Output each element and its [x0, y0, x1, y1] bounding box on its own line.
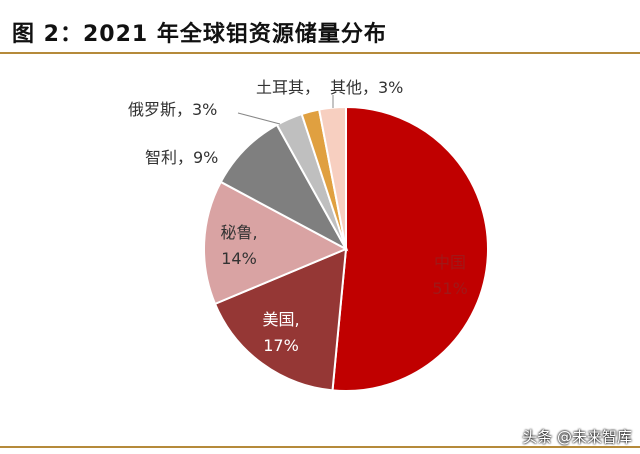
slice-name-2: 美国,	[262, 310, 299, 329]
slice-value-1: 51%	[432, 279, 468, 298]
slice-name-6: 土耳其，	[256, 78, 320, 97]
chart-title: 图 2：2021 年全球钼资源储量分布	[12, 22, 387, 47]
bottom-divider	[0, 446, 640, 448]
pie-slice-1	[331, 105, 489, 392]
title-divider	[0, 52, 640, 54]
slice-name-3: 秘鲁,	[220, 223, 257, 242]
slice-label-4: 智利，9%	[145, 148, 218, 167]
slice-label-7: 其他，3%	[330, 78, 403, 97]
slice-name-1: 中国	[434, 253, 466, 272]
slice-label-5: 俄罗斯，3%	[128, 100, 217, 119]
slice-value-3: 14%	[221, 249, 257, 268]
slice-value-2: 17%	[263, 336, 299, 355]
pie-slice-3	[203, 180, 349, 306]
watermark-text: 头条 @未来智库	[522, 428, 632, 446]
pie-slice-2	[213, 247, 348, 392]
leader-line-5	[237, 112, 281, 125]
pie-slice-4	[219, 123, 349, 252]
